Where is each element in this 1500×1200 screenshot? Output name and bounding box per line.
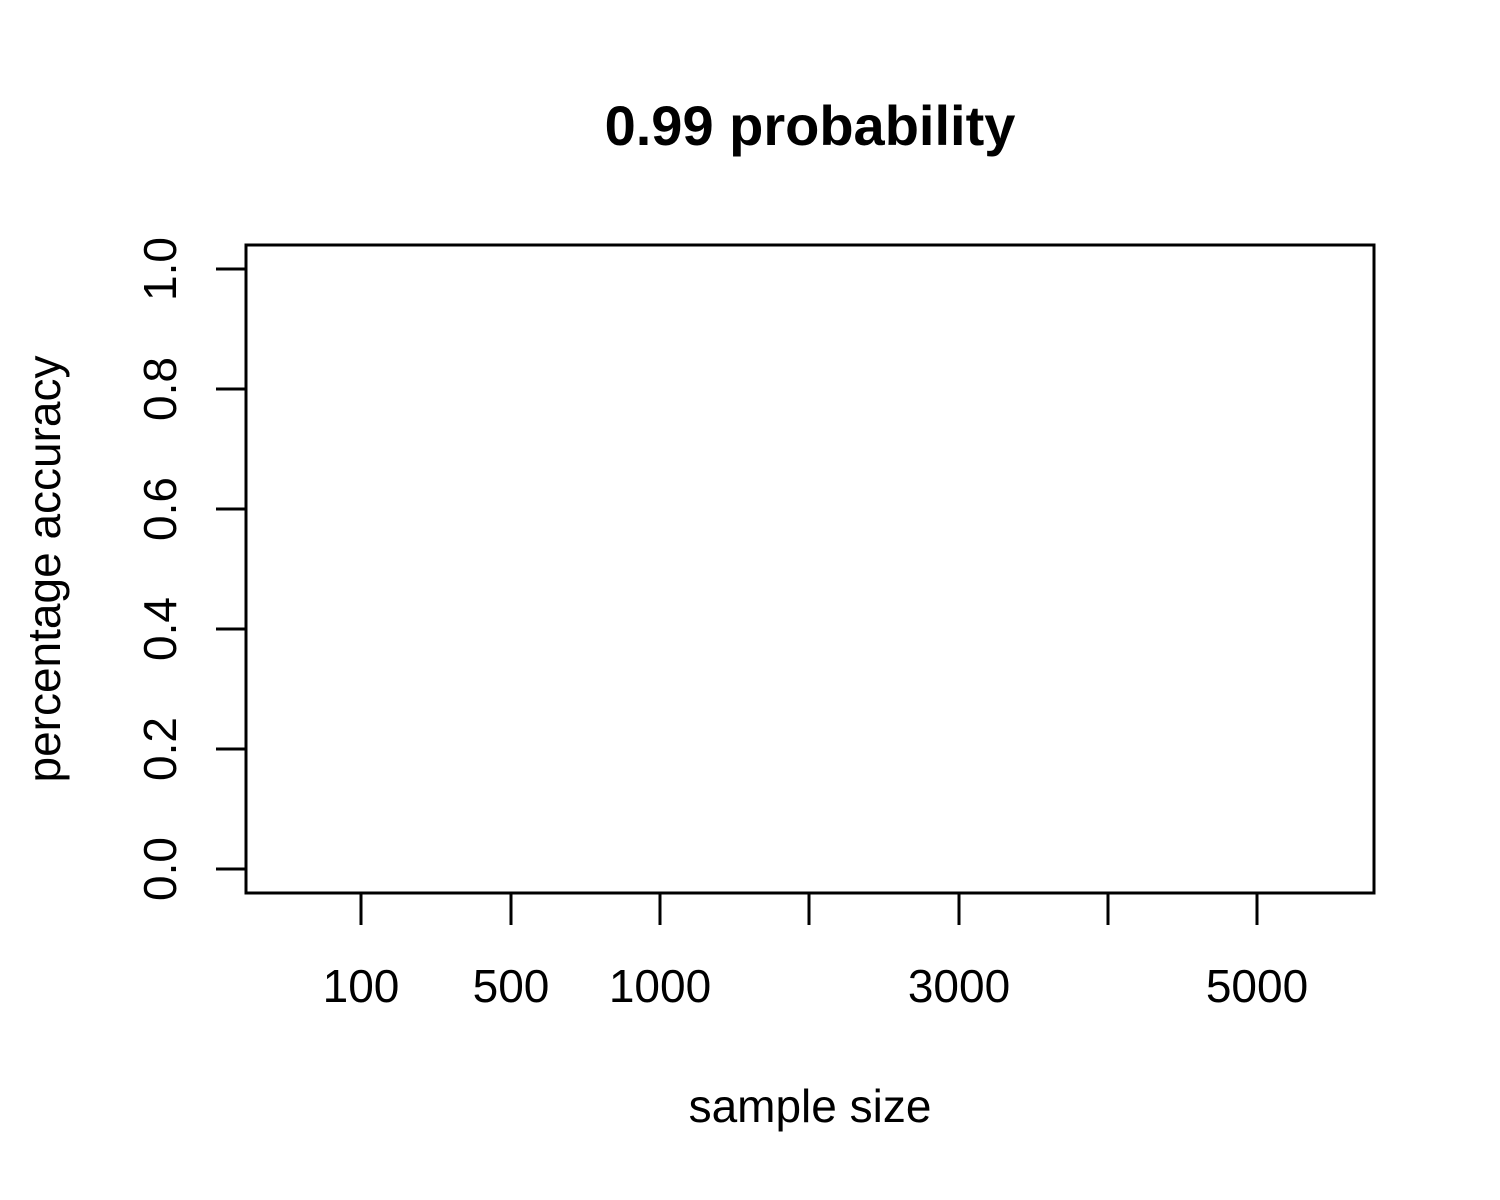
x-tick-label: 5000	[1206, 960, 1308, 1012]
x-axis: 100 500 1000 3000 5000	[323, 893, 1308, 1012]
x-tick-label: 100	[323, 960, 400, 1012]
x-tick-label: 500	[473, 960, 550, 1012]
y-axis-label: percentage accuracy	[18, 355, 70, 782]
y-tick-label: 0.8	[134, 357, 186, 421]
x-axis-label: sample size	[689, 1080, 932, 1132]
y-tick-label: 0.0	[134, 837, 186, 901]
y-tick-label: 0.4	[134, 597, 186, 661]
x-tick-label: 1000	[609, 960, 711, 1012]
y-tick-label: 1.0	[134, 237, 186, 301]
plot-frame	[244, 243, 1376, 895]
y-tick-label: 0.2	[134, 717, 186, 781]
x-tick-label: 3000	[908, 960, 1010, 1012]
chart-title: 0.99 probability	[605, 94, 1016, 157]
y-axis: 0.0 0.2 0.4 0.6 0.8 1.0	[134, 237, 248, 901]
y-tick-label: 0.6	[134, 477, 186, 541]
